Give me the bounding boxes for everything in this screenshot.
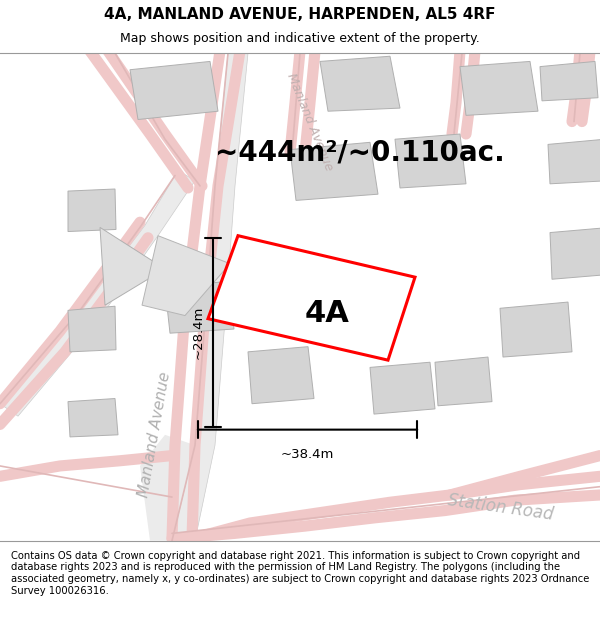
Polygon shape (320, 56, 400, 111)
Polygon shape (68, 189, 116, 231)
Polygon shape (248, 347, 314, 404)
Polygon shape (142, 236, 230, 316)
Polygon shape (68, 399, 118, 437)
Polygon shape (172, 53, 248, 541)
Polygon shape (140, 435, 195, 541)
Polygon shape (165, 281, 234, 333)
Polygon shape (290, 142, 378, 201)
Text: Manland Avenue: Manland Avenue (137, 371, 173, 499)
Polygon shape (550, 228, 600, 279)
Text: ~28.4m: ~28.4m (192, 306, 205, 359)
Polygon shape (100, 228, 165, 305)
Polygon shape (130, 61, 218, 119)
Text: Station Road: Station Road (446, 491, 554, 524)
Polygon shape (435, 357, 492, 406)
Polygon shape (548, 139, 600, 184)
Text: 4A, MANLAND AVENUE, HARPENDEN, AL5 4RF: 4A, MANLAND AVENUE, HARPENDEN, AL5 4RF (104, 8, 496, 22)
Polygon shape (500, 302, 572, 357)
Text: Manland Avenue: Manland Avenue (284, 71, 335, 172)
Text: Contains OS data © Crown copyright and database right 2021. This information is : Contains OS data © Crown copyright and d… (11, 551, 589, 596)
Text: Map shows position and indicative extent of the property.: Map shows position and indicative extent… (120, 32, 480, 45)
Polygon shape (370, 362, 435, 414)
Polygon shape (68, 306, 116, 352)
Polygon shape (395, 134, 466, 188)
Text: 4A: 4A (305, 299, 350, 328)
Polygon shape (0, 171, 195, 416)
Polygon shape (460, 61, 538, 116)
Text: ~38.4m: ~38.4m (281, 448, 334, 461)
Polygon shape (208, 236, 415, 360)
Polygon shape (540, 61, 598, 101)
Text: ~444m²/~0.110ac.: ~444m²/~0.110ac. (215, 139, 505, 167)
